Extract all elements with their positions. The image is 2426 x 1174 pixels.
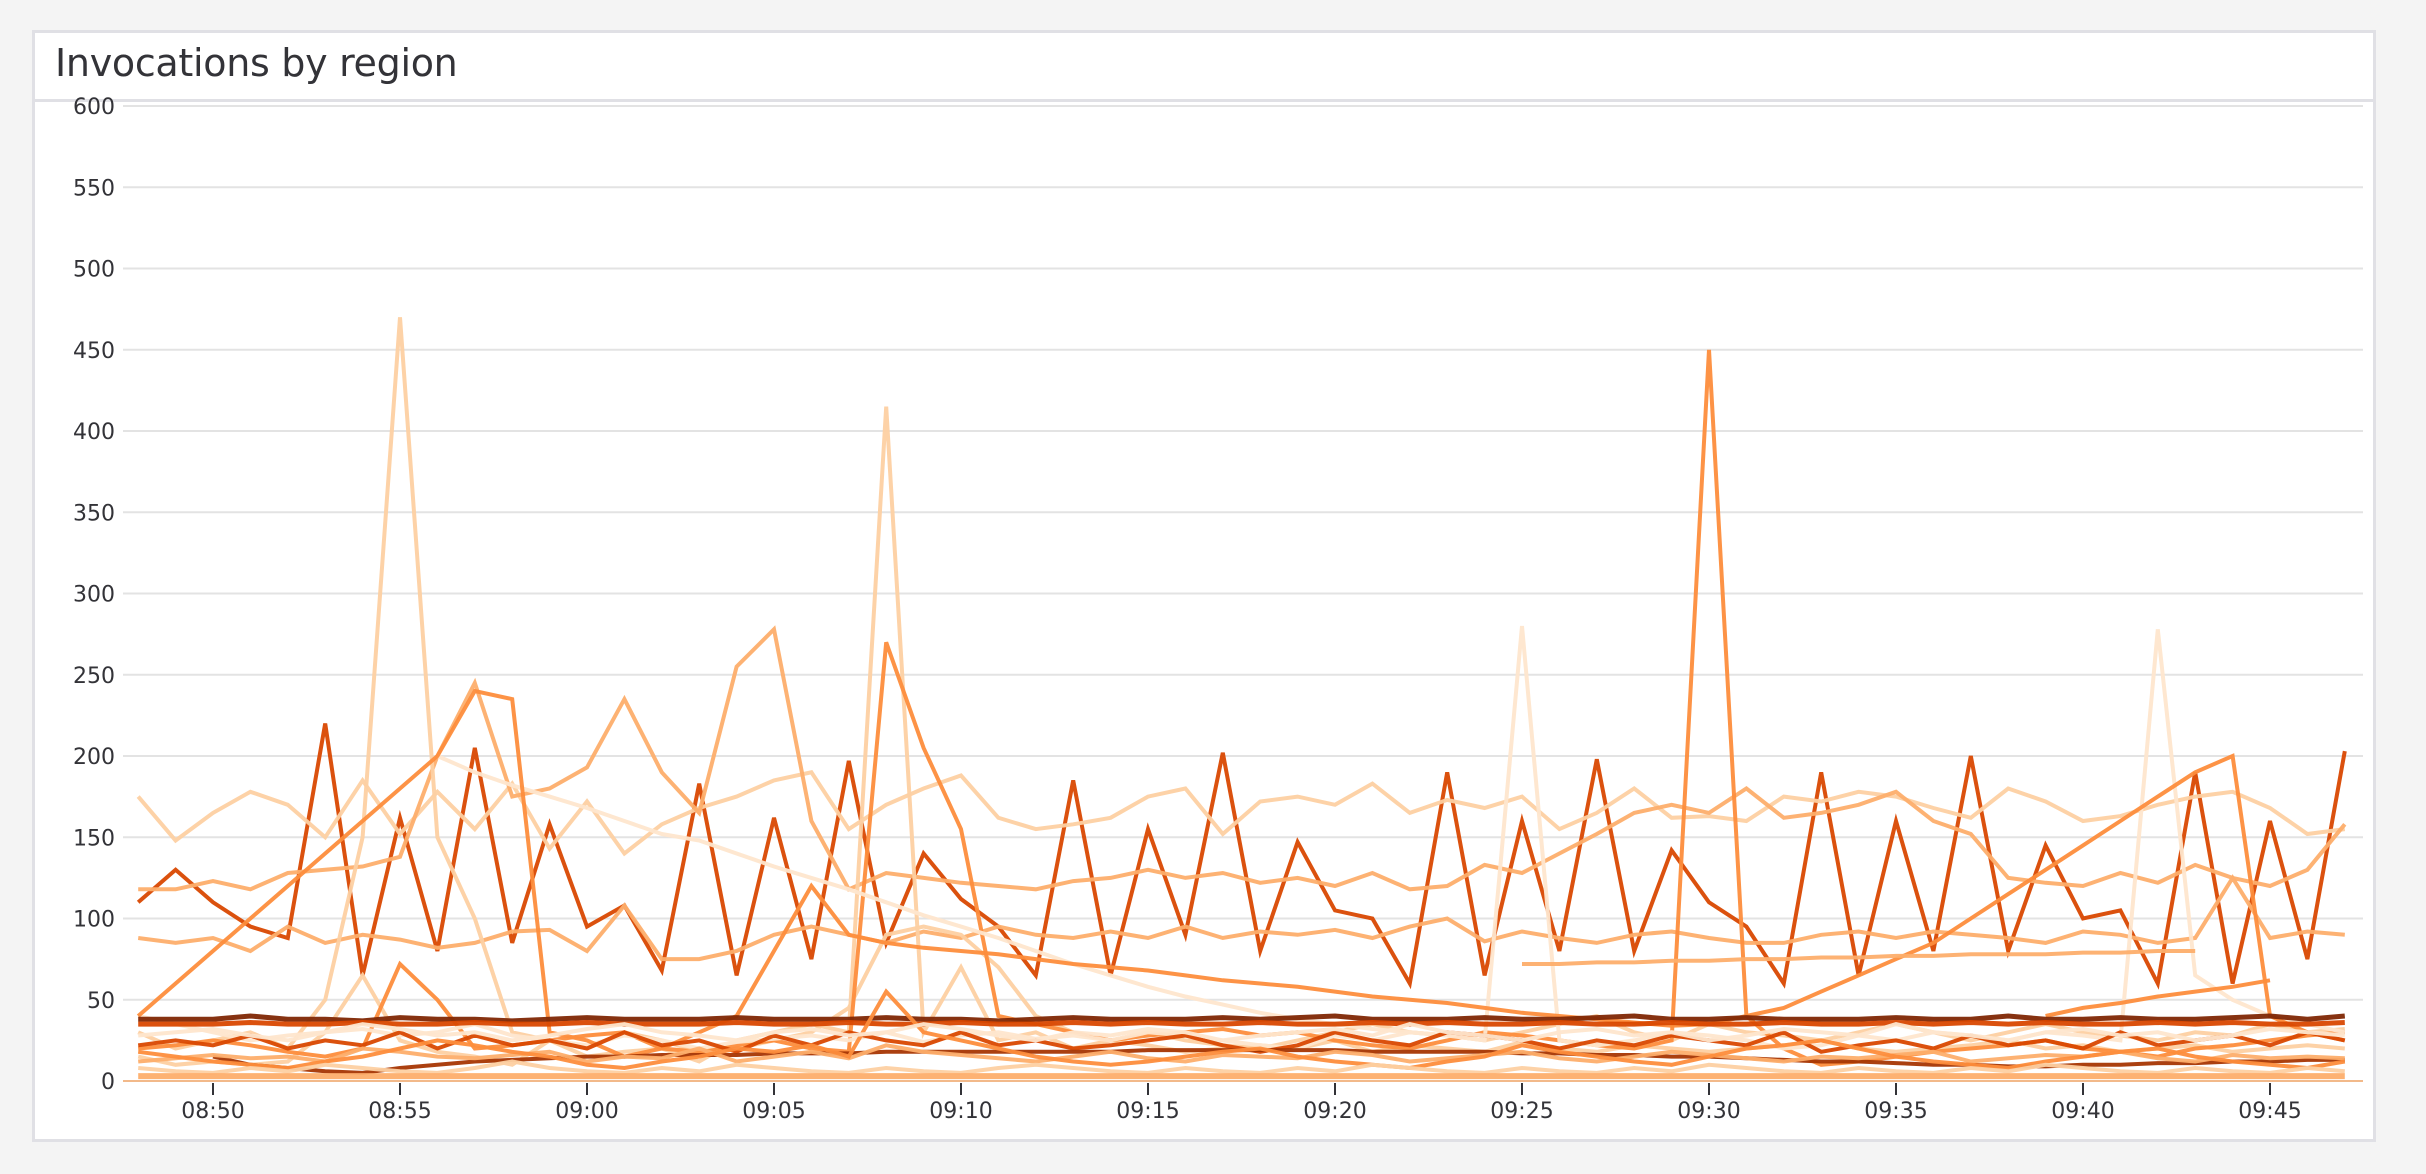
x-axis: 08:50 08:55 09:00 09:05 09:10 09:15 09:20 09:25… xyxy=(123,1080,2363,1124)
x-tick-label: 09:10 xyxy=(929,1099,992,1124)
series-line-region-peach-low[interactable] xyxy=(137,874,2345,962)
series-line-region-low-a[interactable] xyxy=(138,1043,2345,1064)
y-tick-label: 300 xyxy=(73,583,115,608)
series-line-region-short-rise[interactable] xyxy=(2045,978,2271,1018)
x-tick-label: 09:20 xyxy=(1303,1099,1366,1124)
series-line-region-linear-rise[interactable] xyxy=(136,688,2346,1059)
widget-title: Invocations by region xyxy=(55,41,458,85)
y-tick-label: 150 xyxy=(73,826,115,851)
series-line-region-flat-high[interactable] xyxy=(1522,949,2196,966)
y-tick-label: 350 xyxy=(73,501,115,526)
series-line-region-spike-0923[interactable] xyxy=(138,349,2345,1067)
y-tick-label: 600 xyxy=(73,95,115,120)
y-tick-label: 550 xyxy=(73,176,115,201)
series-line-region-low-b[interactable] xyxy=(137,988,2346,1071)
y-axis: 0 50 100 150 200 250 300 350 400 450 500 550 600 xyxy=(73,95,115,1095)
y-tick-label: 200 xyxy=(73,745,115,770)
x-tick-label: 09:35 xyxy=(1864,1099,1927,1124)
widget-header: Invocations by region xyxy=(35,33,2373,102)
series-line-region-flat-dark[interactable] xyxy=(138,1013,2346,1024)
x-tick-label: 08:55 xyxy=(368,1099,431,1124)
y-tick-label: 0 xyxy=(101,1070,115,1095)
series-line-region-flat-orange[interactable] xyxy=(138,1019,2345,1027)
timeseries-widget: Invocations by region xyxy=(32,30,2376,1142)
series-line-region-peach-high[interactable] xyxy=(136,770,2346,857)
series-line-region-low-c[interactable] xyxy=(138,1022,2345,1043)
y-tick-label: 100 xyxy=(73,908,115,933)
y-tick-label: 250 xyxy=(73,664,115,689)
x-tick-label: 09:40 xyxy=(2051,1099,2114,1124)
series-line-region-zigzag-a[interactable] xyxy=(136,723,2347,990)
x-tick-label: 09:00 xyxy=(555,1099,618,1124)
x-tick-label: 09:30 xyxy=(1677,1099,1740,1124)
x-tick-label: 09:25 xyxy=(1490,1099,1553,1124)
x-tick-label: 09:45 xyxy=(2238,1099,2301,1124)
series-line-region-low-d[interactable] xyxy=(138,1059,2345,1075)
y-gridlines xyxy=(123,105,2363,1082)
x-tick-label: 09:15 xyxy=(1116,1099,1179,1124)
series-line-region-spike-0908[interactable] xyxy=(137,406,2345,1067)
chart-series[interactable] xyxy=(136,317,2347,1080)
y-tick-label: 400 xyxy=(73,420,115,445)
x-tick-label: 08:50 xyxy=(181,1099,244,1124)
y-tick-label: 50 xyxy=(87,989,115,1014)
series-line-region-peach-mid[interactable] xyxy=(138,625,2347,892)
y-tick-label: 450 xyxy=(73,339,115,364)
y-tick-label: 500 xyxy=(73,258,115,283)
x-tick-label: 09:05 xyxy=(742,1099,805,1124)
